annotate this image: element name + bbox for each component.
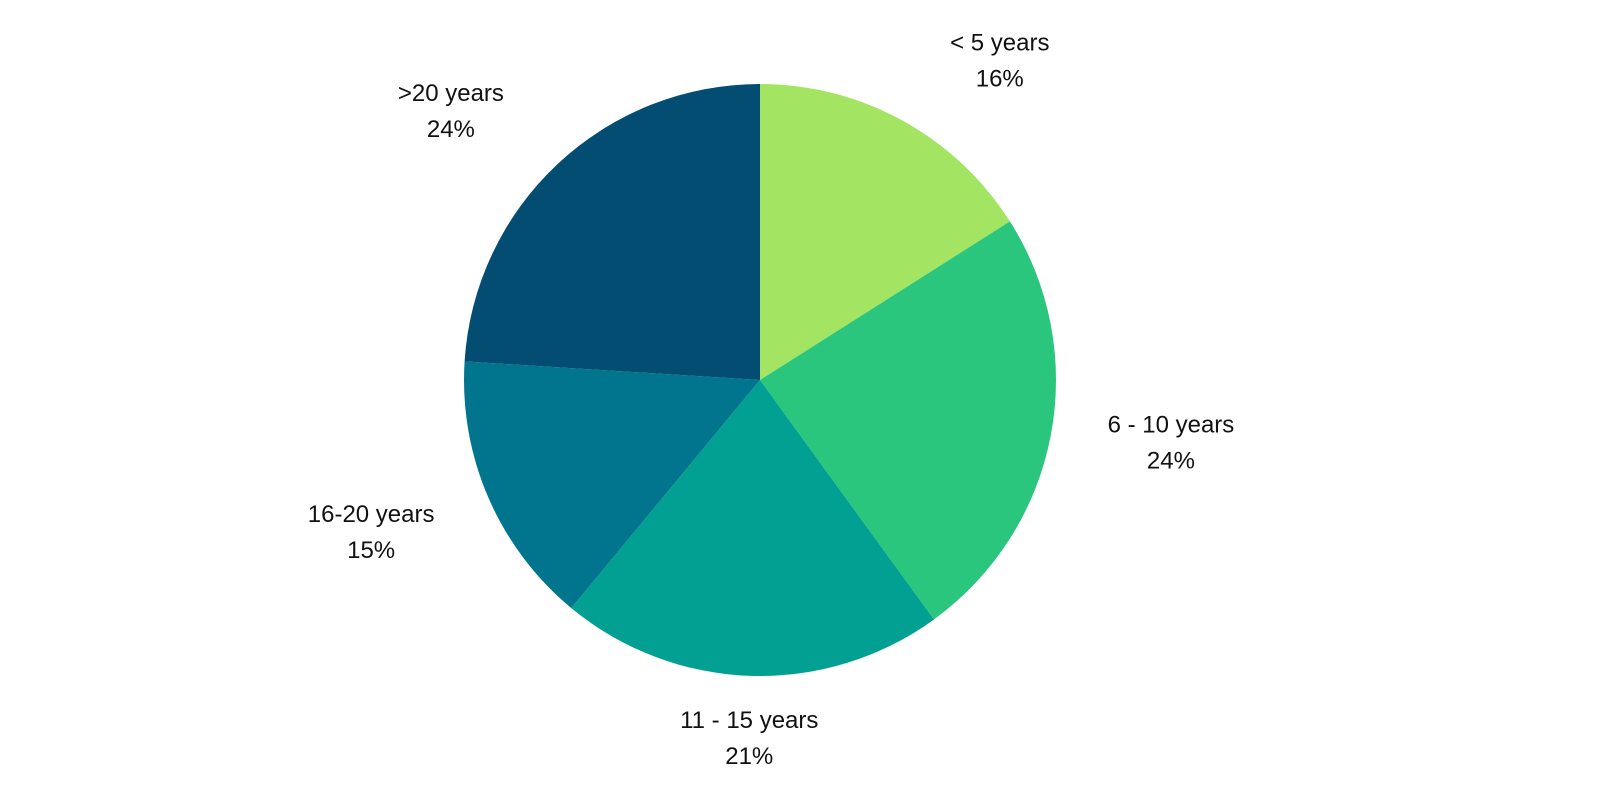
slice-label: < 5 years [950, 30, 1049, 57]
slice-value-label: 15% [347, 537, 395, 564]
pie-slice [571, 380, 934, 676]
pie-slice [760, 221, 1056, 620]
slice-value-label: 24% [1147, 447, 1195, 474]
slice-value-label: 16% [976, 66, 1024, 93]
pie-slice [464, 84, 760, 380]
slice-value-label: 24% [427, 116, 475, 143]
pie-slice [760, 84, 1010, 380]
slice-label: 6 - 10 years [1108, 411, 1235, 438]
slice-label: >20 years [398, 80, 504, 107]
slice-label: 11 - 15 years [680, 707, 818, 734]
slice-value-label: 21% [725, 743, 773, 770]
slice-label: 16-20 years [308, 501, 435, 528]
pie-slice [463, 361, 760, 609]
